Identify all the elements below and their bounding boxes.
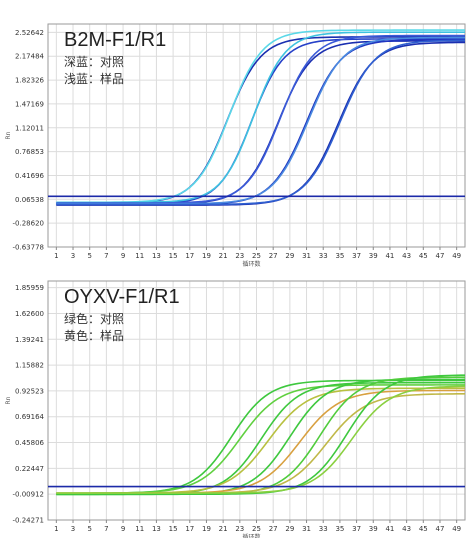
x-tick-label: 49 (452, 252, 461, 260)
y-tick-label: 0.45806 (15, 439, 44, 447)
x-tick-label: 13 (152, 252, 161, 260)
x-tick-label: 1 (54, 525, 58, 533)
x-tick-label: 7 (104, 525, 108, 533)
chart-canvas-oyxv: 1.85959 1.62600 1.39241 1.15882 0.92523 0.691… (5, 280, 466, 538)
amplification-curve-9 (56, 374, 465, 496)
b2m-legend-line-2: 浅蓝：样品 (64, 71, 124, 86)
x-tick-label: 33 (319, 252, 328, 260)
x-tick-label: 17 (185, 252, 194, 260)
chart-canvas-b2m: 2.52642 2.17484 1.82326 1.47169 1.12011 0.768… (5, 23, 466, 268)
y-tick-label: 2.17484 (15, 53, 44, 61)
x-tick-label: 19 (202, 252, 211, 260)
y-tick-label: 0.22447 (15, 465, 44, 473)
x-tick-label: 47 (436, 252, 445, 260)
x-tick-label: 21 (219, 252, 228, 260)
y-tick-label: 1.82326 (15, 77, 44, 85)
amplification-curve-6 (56, 389, 465, 494)
x-tick-label: 25 (252, 525, 261, 533)
x-tick-label: 1 (54, 252, 58, 260)
x-tick-label: 17 (185, 525, 194, 533)
x-tick-label: 39 (369, 252, 378, 260)
x-tick-label: 5 (87, 252, 91, 260)
y-tick-label: -0.00912 (13, 491, 44, 499)
x-tick-label: 31 (302, 252, 311, 260)
y-tick-label: -0.63778 (13, 244, 44, 252)
x-tick-label: 47 (436, 525, 445, 533)
b2m-x-axis-label: 循环数 (242, 260, 260, 268)
oyxv-curves (56, 374, 465, 496)
amplification-curve-7 (56, 376, 465, 496)
y-tick-label: 0.06538 (15, 196, 44, 204)
x-tick-label: 29 (285, 252, 294, 260)
x-tick-label: 25 (252, 252, 261, 260)
amplification-curve-10 (56, 385, 465, 494)
b2m-y-axis-label: Rn (5, 131, 12, 139)
y-tick-label: 0.69164 (15, 413, 44, 421)
x-tick-label: 41 (385, 252, 394, 260)
x-tick-label: 43 (402, 252, 411, 260)
x-tick-label: 43 (402, 525, 411, 533)
y-tick-label: 1.47169 (15, 100, 44, 108)
amplification-curve-5 (56, 378, 465, 496)
x-tick-label: 45 (419, 252, 428, 260)
x-tick-label: 7 (104, 252, 108, 260)
x-tick-label: 45 (419, 525, 428, 533)
oyxv-x-axis-label: 循环数 (242, 533, 260, 538)
amplification-curve-1 (56, 379, 465, 494)
amplification-curve-10 (56, 39, 465, 206)
x-tick-label: 15 (169, 252, 178, 260)
x-tick-label: 49 (452, 525, 461, 533)
x-tick-label: 3 (71, 525, 75, 533)
amplification-plot-oyxv: 1.85959 1.62600 1.39241 1.15882 0.92523 0.691… (0, 269, 474, 538)
x-tick-label: 23 (235, 252, 244, 260)
y-tick-label: 1.15882 (15, 362, 44, 370)
x-tick-label: 37 (352, 525, 361, 533)
y-tick-label: 0.92523 (15, 387, 44, 395)
amplification-curve-8 (56, 393, 465, 494)
x-tick-label: 3 (71, 252, 75, 260)
x-tick-label: 29 (285, 525, 294, 533)
y-tick-label: 1.39241 (15, 336, 44, 344)
x-tick-label: 15 (169, 525, 178, 533)
x-tick-label: 33 (319, 525, 328, 533)
x-tick-label: 41 (385, 525, 394, 533)
y-tick-label: 0.41696 (15, 172, 44, 180)
x-tick-label: 23 (235, 525, 244, 533)
y-tick-label: 1.62600 (15, 310, 44, 318)
b2m-curves (56, 29, 465, 206)
x-tick-label: 19 (202, 525, 211, 533)
x-tick-label: 11 (135, 525, 144, 533)
x-tick-label: 27 (269, 252, 278, 260)
x-tick-label: 35 (335, 525, 344, 533)
b2m-chart-title: B2M-F1/R1 (64, 29, 166, 51)
x-tick-label: 11 (135, 252, 144, 260)
x-tick-label: 35 (335, 252, 344, 260)
y-tick-label: 2.52642 (15, 29, 44, 37)
x-tick-label: 9 (121, 525, 125, 533)
oyxv-legend-line-1: 绿色：对照 (64, 311, 124, 326)
oyxv-y-axis-label: Rn (5, 396, 12, 404)
y-tick-label: 1.85959 (15, 284, 44, 292)
amplification-plot-b2m: 2.52642 2.17484 1.82326 1.47169 1.12011 0.768… (5, 23, 466, 268)
x-tick-label: 37 (352, 252, 361, 260)
x-tick-label: 5 (87, 525, 91, 533)
b2m-legend-line-1: 深蓝：对照 (64, 55, 124, 69)
x-tick-label: 21 (219, 525, 228, 533)
y-tick-label: 1.12011 (15, 124, 44, 132)
y-tick-label: -0.28620 (13, 220, 44, 228)
oyxv-legend-line-2: 黄色：样品 (64, 328, 124, 343)
x-tick-label: 31 (302, 525, 311, 533)
y-tick-label: 0.76853 (15, 148, 44, 156)
oyxv-chart-title: OYXV-F1/R1 (64, 286, 180, 308)
x-tick-label: 39 (369, 525, 378, 533)
x-tick-label: 27 (269, 525, 278, 533)
x-tick-label: 13 (152, 525, 161, 533)
x-tick-label: 9 (121, 252, 125, 260)
y-tick-label: -0.24271 (13, 517, 44, 525)
